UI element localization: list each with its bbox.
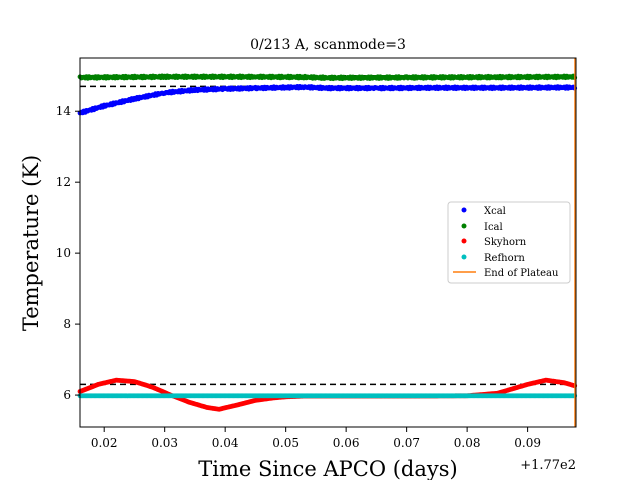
x-tick-label: 0.07 <box>393 436 420 450</box>
x-tick-label: 0.08 <box>454 436 481 450</box>
x-axis: 0.02 0.03 0.04 0.05 0.06 0.07 0.08 0.09 <box>91 427 541 450</box>
axes-frame <box>79 57 577 428</box>
series-refhorn <box>77 393 578 399</box>
x-tick-label: 0.03 <box>151 436 178 450</box>
x-tick-label: 0.09 <box>514 436 541 450</box>
y-axis: 6 8 10 12 14 <box>56 104 80 402</box>
legend-label-ical: Ical <box>484 222 503 233</box>
x-offset-label: +1.77e2 <box>520 458 576 473</box>
y-axis-label: Temperature (K) <box>19 155 43 331</box>
legend-box <box>447 201 571 284</box>
x-axis-label: Time Since APCO (days) <box>198 457 457 480</box>
legend: Xcal Ical Skyhorn Refhorn End of Plateau <box>447 201 571 284</box>
y-tick-label: 12 <box>56 175 71 189</box>
x-tick-label: 0.06 <box>333 436 360 450</box>
x-tick-label: 0.02 <box>91 436 118 450</box>
legend-marker-refhorn <box>461 254 467 260</box>
y-tick-label: 6 <box>63 388 71 402</box>
y-tick-label: 14 <box>56 104 72 118</box>
legend-marker-skyhorn <box>461 238 467 244</box>
legend-label-xcal: Xcal <box>484 206 506 217</box>
plot-area <box>77 58 578 427</box>
legend-label-refhorn: Refhorn <box>484 253 525 264</box>
x-tick-label: 0.05 <box>272 436 299 450</box>
chart-title: 0/213 A, scanmode=3 <box>250 37 406 53</box>
x-tick-label: 0.04 <box>212 436 239 450</box>
legend-label-skyhorn: Skyhorn <box>484 237 527 248</box>
y-tick-label: 8 <box>63 317 71 331</box>
y-tick-label: 10 <box>56 246 71 260</box>
legend-label-end-of-plateau: End of Plateau <box>484 268 559 279</box>
legend-marker-xcal <box>461 207 467 213</box>
series-ical <box>77 73 578 82</box>
series-xcal <box>77 84 578 116</box>
legend-marker-ical <box>461 223 467 229</box>
